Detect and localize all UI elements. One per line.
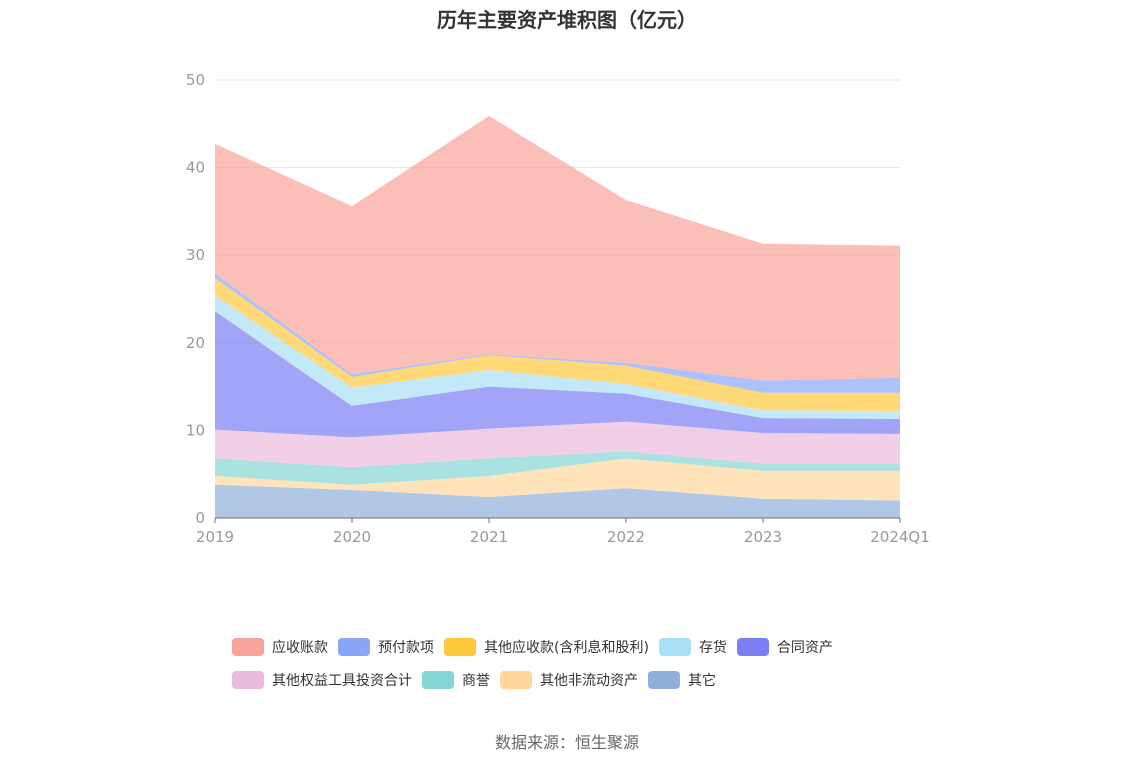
area-series-商誉 [215, 451, 900, 485]
y-tick-label: 30 [186, 246, 205, 264]
legend-label: 预付款项 [378, 639, 434, 656]
legend-row: 其他权益工具投资合计 商誉 其他非流动资产 其它 [232, 663, 922, 696]
y-tick-label: 20 [186, 334, 205, 352]
y-tick-label: 40 [186, 159, 205, 177]
area-series-预付款项 [215, 273, 900, 393]
x-tick-label: 2022 [607, 528, 645, 546]
area-series-存货 [215, 295, 900, 419]
legend-item[interactable]: 其他权益工具投资合计 [232, 670, 412, 690]
area-series-其他权益工具投资合计 [215, 421, 900, 468]
data-source-note: 数据来源：恒生聚源 [494, 733, 639, 752]
legend-label: 合同资产 [776, 639, 833, 656]
legend-label: 其他非流动资产 [540, 672, 638, 689]
axes: 0 10 20 30 40 50 2019 2020 2021 2022 2023 2024Q1 [186, 71, 930, 546]
y-tick-label: 10 [186, 421, 205, 439]
legend-item[interactable]: 商誉 [422, 670, 490, 690]
legend-item[interactable]: 预付款项 [338, 637, 434, 657]
legend-item[interactable]: 应收账款 [232, 637, 328, 657]
legend-swatch [736, 637, 769, 656]
x-tick-label: 2023 [744, 528, 782, 546]
area-series-应收账款 [215, 115, 900, 381]
legend-swatch [232, 637, 264, 656]
legend-row: 应收账款 预付款项 其他应收款(含利息和股利) 存货 合同资产 [232, 630, 922, 663]
legend-item[interactable]: 其它 [648, 670, 716, 690]
chart-title: 历年主要资产堆积图（亿元） [437, 8, 697, 32]
legend-swatch [648, 670, 680, 689]
legend-swatch [422, 670, 454, 689]
legend-label: 其他应收款(含利息和股利) [484, 639, 649, 656]
area-series [215, 115, 900, 518]
y-tick-label: 0 [195, 509, 205, 527]
legend-swatch [444, 637, 476, 656]
x-tick-label: 2019 [196, 528, 234, 546]
legend-swatch [338, 637, 370, 656]
legend-item[interactable]: 其他非流动资产 [500, 670, 638, 690]
area-series-其他非流动资产 [215, 458, 900, 501]
y-tick-label: 50 [186, 71, 205, 89]
legend-label: 其他权益工具投资合计 [272, 672, 412, 689]
legend-item[interactable]: 合同资产 [736, 637, 833, 657]
legend-swatch [658, 637, 691, 656]
x-tick-label: 2020 [333, 528, 371, 546]
legend-swatch [500, 670, 532, 689]
legend-label: 商誉 [462, 672, 490, 689]
legend-swatch [232, 670, 264, 689]
legend-label: 其它 [688, 672, 716, 689]
area-series-其他应收款(含利息和股利) [215, 278, 900, 412]
area-series-其它 [215, 484, 900, 518]
x-tick-label: 2021 [470, 528, 508, 546]
x-tick-label: 2024Q1 [870, 528, 930, 546]
legend-item[interactable]: 其他应收款(含利息和股利) [444, 637, 649, 657]
legend: 应收账款 预付款项 其他应收款(含利息和股利) 存货 合同资产 其他权益工具投资合计 商誉其… [232, 630, 922, 696]
legend-label: 应收账款 [272, 639, 328, 656]
legend-label: 存货 [698, 639, 727, 656]
legend-item[interactable]: 存货 [658, 637, 727, 657]
area-series-合同资产 [215, 311, 900, 438]
